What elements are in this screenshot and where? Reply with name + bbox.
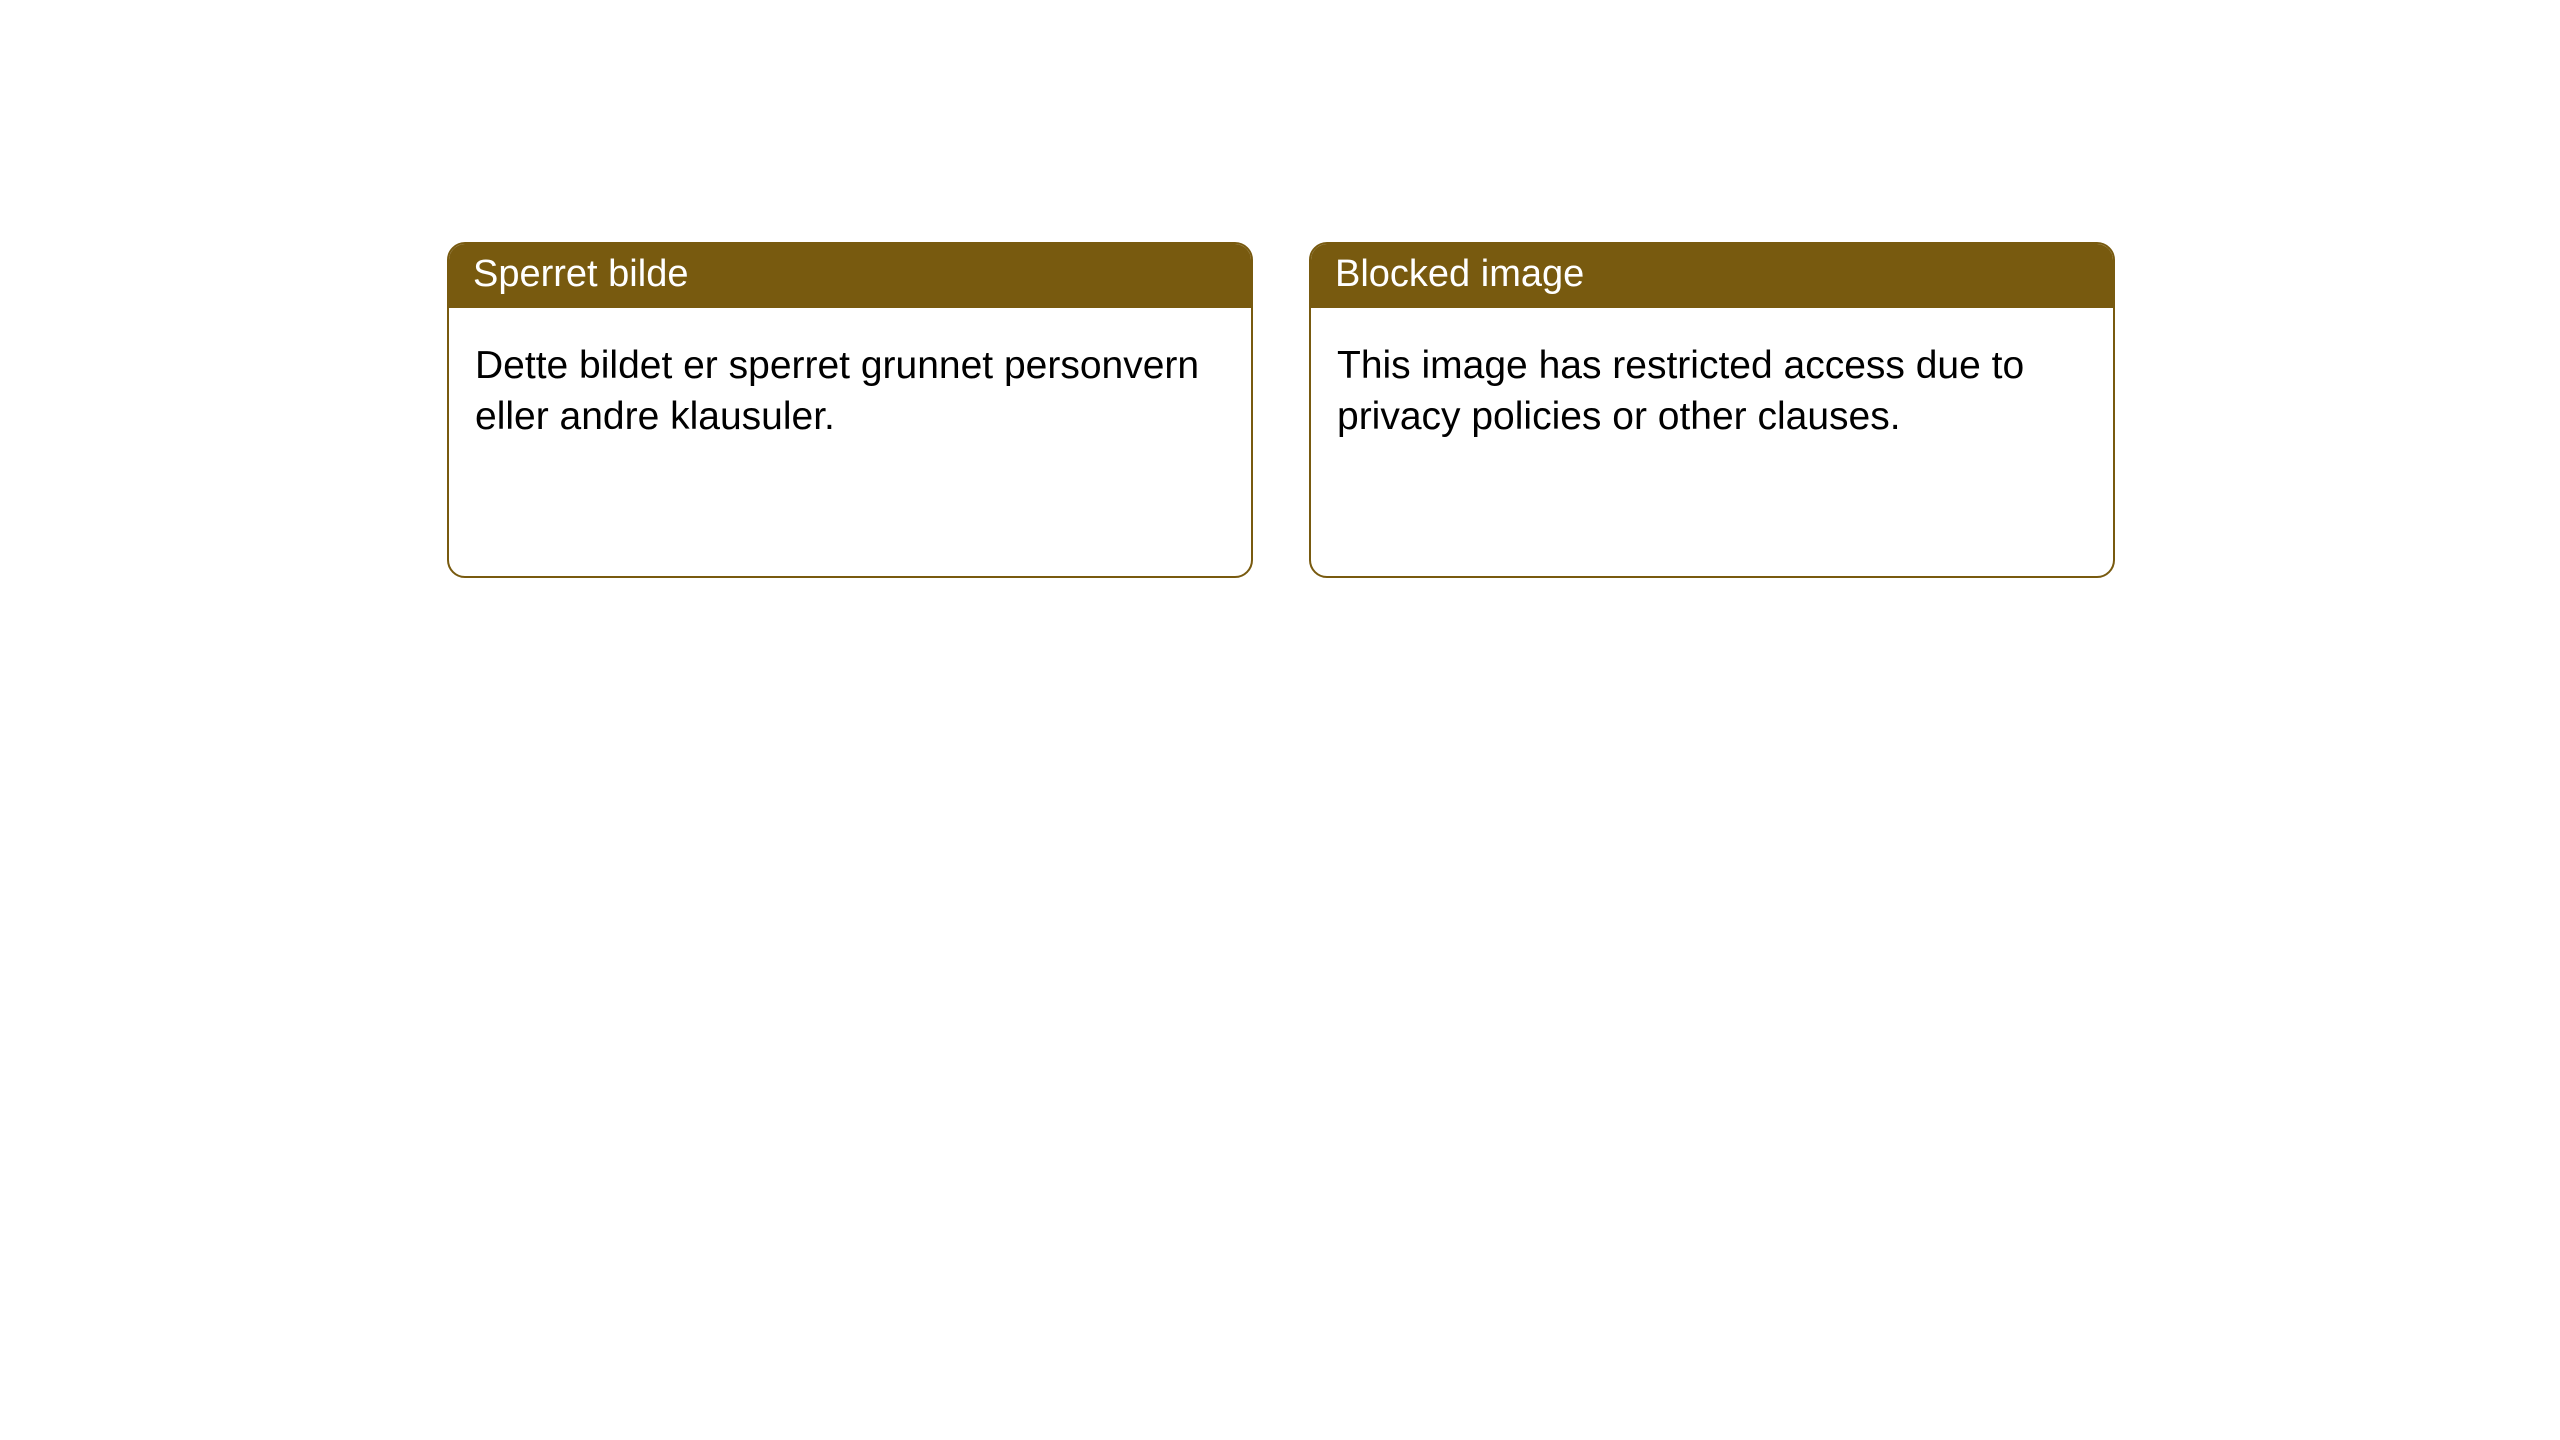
notice-header: Sperret bilde: [449, 244, 1251, 308]
notice-card-english: Blocked image This image has restricted …: [1309, 242, 2115, 578]
notice-message: This image has restricted access due to …: [1337, 344, 2024, 439]
notice-body: This image has restricted access due to …: [1311, 308, 2113, 476]
notice-container: Sperret bilde Dette bildet er sperret gr…: [0, 0, 2560, 578]
notice-card-norwegian: Sperret bilde Dette bildet er sperret gr…: [447, 242, 1253, 578]
notice-message: Dette bildet er sperret grunnet personve…: [475, 344, 1199, 439]
notice-header: Blocked image: [1311, 244, 2113, 308]
notice-title: Sperret bilde: [473, 253, 688, 295]
notice-title: Blocked image: [1335, 253, 1584, 295]
notice-body: Dette bildet er sperret grunnet personve…: [449, 308, 1251, 476]
